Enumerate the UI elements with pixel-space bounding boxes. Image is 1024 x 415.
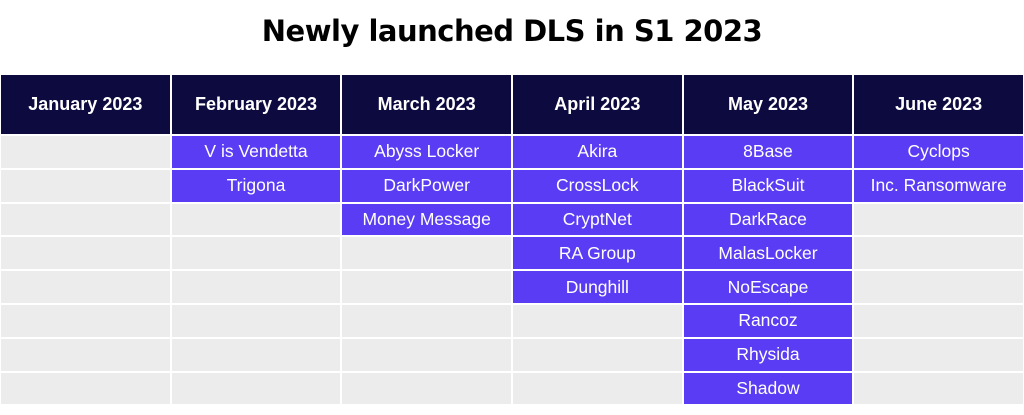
group-cell: NoEscape [683, 271, 853, 305]
group-cell: Trigona [171, 169, 341, 204]
empty-cell [171, 203, 341, 238]
group-cell: Dunghill [513, 271, 682, 305]
empty-cell [171, 237, 341, 272]
empty-cell [171, 372, 341, 407]
group-cell: Shadow [683, 372, 853, 407]
column-header: June 2023 [854, 75, 1023, 136]
empty-cell [854, 372, 1023, 407]
empty-cell [513, 372, 682, 407]
chart-title: Newly launched DLS in S1 2023 [261, 14, 763, 48]
empty-cell [342, 237, 511, 272]
empty-cell [171, 304, 341, 339]
empty-cell [342, 338, 511, 373]
empty-cell [342, 271, 511, 305]
column-header: May 2023 [683, 75, 853, 136]
group-cell: Cyclops [854, 136, 1023, 170]
group-cell: BlackSuit [683, 169, 853, 204]
group-cell: Abyss Locker [342, 136, 511, 170]
empty-cell [854, 203, 1023, 238]
empty-cell [1, 169, 170, 204]
empty-cell [854, 271, 1023, 305]
group-cell: DarkRace [683, 203, 853, 238]
empty-cell [1, 237, 170, 272]
group-cell: Inc. Ransomware [854, 169, 1023, 204]
empty-cell [171, 338, 341, 373]
group-cell: MalasLocker [683, 237, 853, 272]
empty-cell [1, 338, 170, 373]
dls-table: January 2023 February 2023 V is Vendetta Tr… [1, 75, 1023, 407]
empty-cell [1, 304, 170, 339]
empty-cell [854, 237, 1023, 272]
empty-cell [854, 338, 1023, 373]
empty-cell [513, 338, 682, 373]
group-cell: V is Vendetta [171, 136, 341, 170]
group-cell: Akira [513, 136, 682, 170]
empty-cell [342, 304, 511, 339]
group-cell: RA Group [513, 237, 682, 272]
empty-cell [1, 203, 170, 238]
group-cell: Rancoz [683, 304, 853, 339]
empty-cell [513, 304, 682, 339]
empty-cell [342, 372, 511, 407]
group-cell: Money Message [342, 203, 511, 238]
column-header: January 2023 [1, 75, 170, 136]
empty-cell [854, 304, 1023, 339]
group-cell: DarkPower [342, 169, 511, 204]
empty-cell [1, 271, 170, 305]
empty-cell [1, 372, 170, 407]
column-header: April 2023 [513, 75, 682, 136]
empty-cell [171, 271, 341, 305]
group-cell: Rhysida [683, 338, 853, 373]
column-header: February 2023 [171, 75, 341, 136]
group-cell: 8Base [683, 136, 853, 170]
group-cell: CrossLock [513, 169, 682, 204]
column-header: March 2023 [342, 75, 511, 136]
empty-cell [1, 136, 170, 170]
group-cell: CryptNet [513, 203, 682, 238]
